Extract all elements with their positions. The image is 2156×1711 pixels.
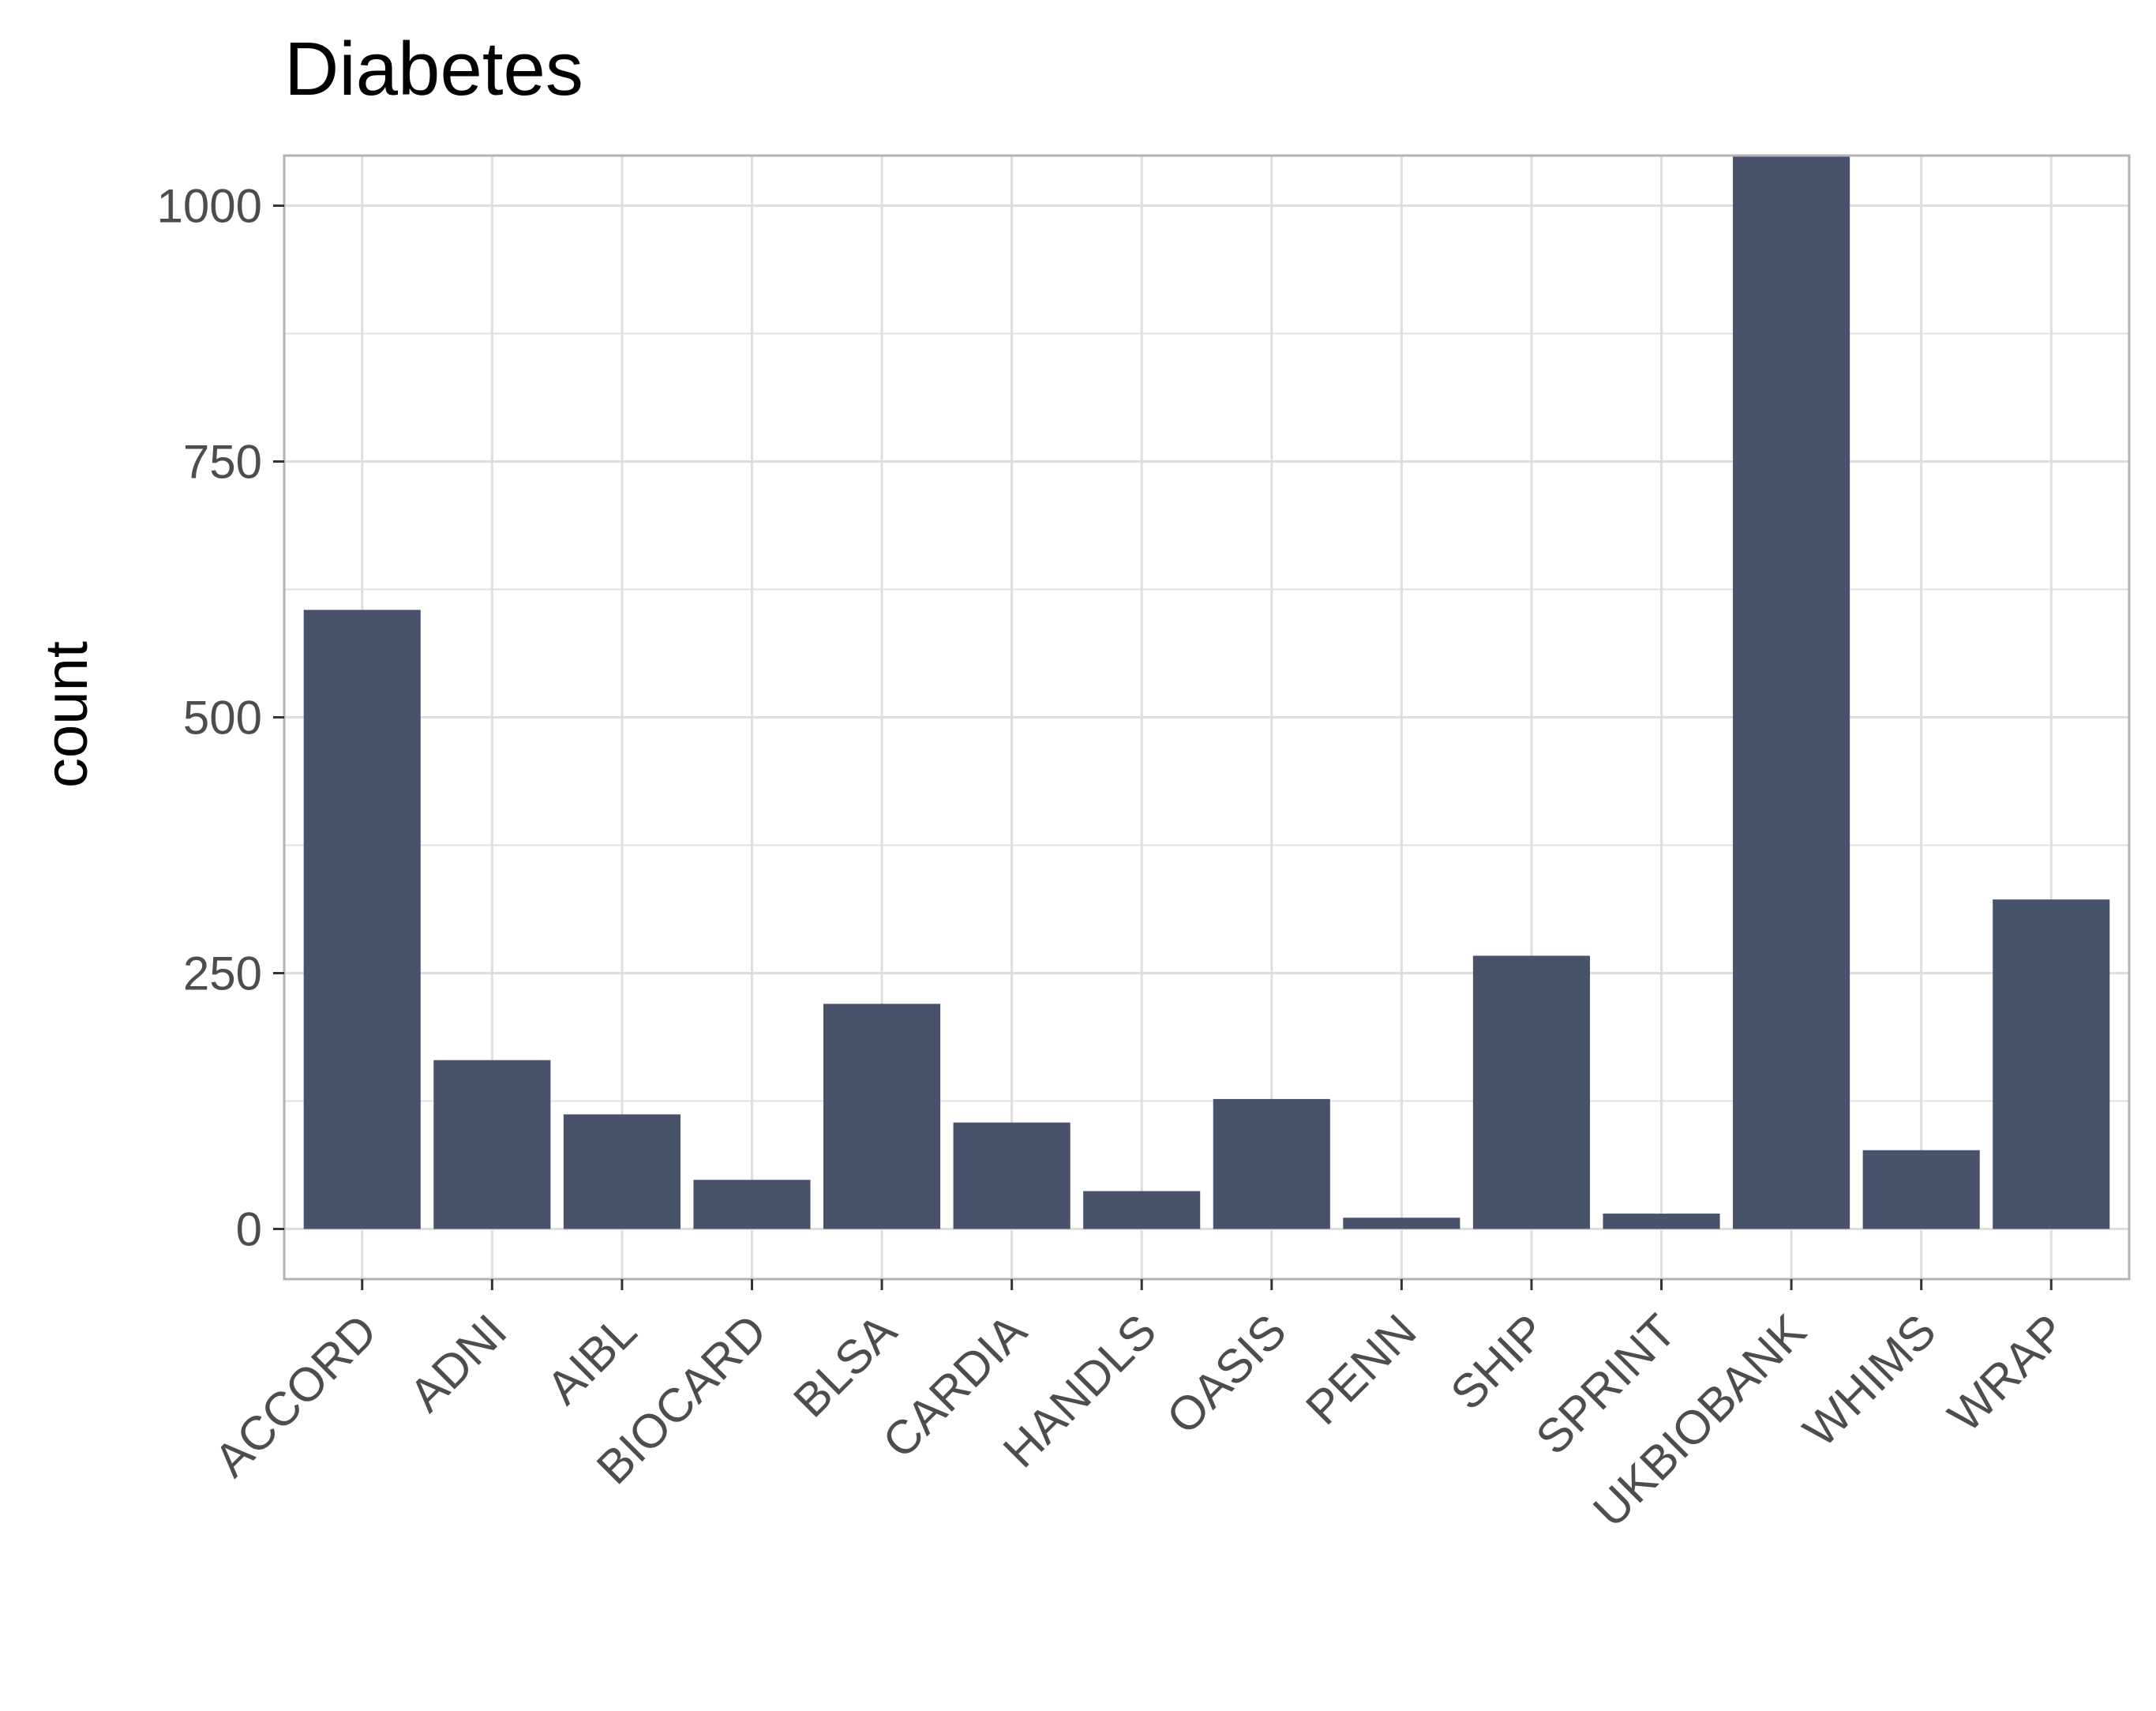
y-tick-label: 1000 bbox=[157, 180, 262, 233]
y-tick-label: 250 bbox=[183, 947, 262, 1000]
bar-accord bbox=[303, 610, 421, 1229]
x-tick-label: ADNI bbox=[399, 1304, 517, 1422]
bar-oasis bbox=[1213, 1098, 1330, 1229]
x-tick-label: ACCORD bbox=[204, 1304, 387, 1487]
y-tick-label: 500 bbox=[183, 692, 262, 745]
bar-handls bbox=[1083, 1191, 1201, 1229]
x-tick-label: WRAP bbox=[1938, 1304, 2076, 1443]
bar-biocard bbox=[693, 1180, 811, 1229]
bar-ukbiobank bbox=[1733, 156, 1850, 1229]
y-tick-label: 750 bbox=[183, 436, 262, 489]
bar-whims bbox=[1862, 1150, 1980, 1229]
bar-aibl bbox=[563, 1114, 681, 1229]
y-tick-label: 0 bbox=[236, 1203, 262, 1255]
bar-adni bbox=[433, 1060, 551, 1229]
bar-sprint bbox=[1603, 1214, 1720, 1229]
y-axis-label: count bbox=[33, 641, 100, 788]
x-tick-label: OASIS bbox=[1157, 1304, 1296, 1444]
bar-penn bbox=[1343, 1218, 1460, 1229]
bars-layer bbox=[303, 156, 2110, 1229]
x-tick-label: PENN bbox=[1295, 1304, 1426, 1435]
bar-wrap bbox=[1993, 899, 2110, 1229]
grid-layer bbox=[284, 156, 2129, 1279]
bar-ship bbox=[1472, 955, 1591, 1229]
x-tick-label: SHIP bbox=[1441, 1304, 1556, 1420]
chart-title: Diabetes bbox=[284, 27, 583, 111]
x-tick-label: WHIMS bbox=[1793, 1304, 1945, 1457]
bar-blsa bbox=[823, 1004, 941, 1229]
bar-cardia bbox=[953, 1122, 1071, 1229]
x-tick-label: AIBL bbox=[537, 1304, 647, 1414]
x-tick-label: BLSA bbox=[783, 1304, 906, 1428]
